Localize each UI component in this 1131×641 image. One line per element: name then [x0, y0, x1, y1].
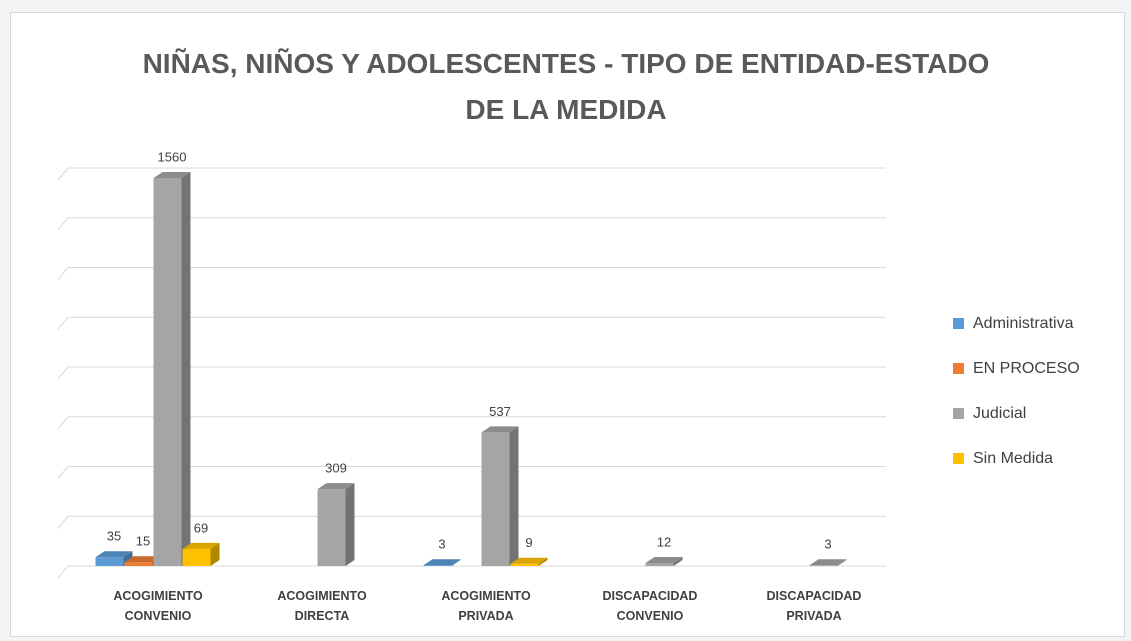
- bar-face: [317, 483, 355, 490]
- bar-face: [645, 557, 683, 564]
- data-label: 15: [136, 534, 150, 549]
- data-label: 9: [525, 535, 532, 550]
- bar-face: [510, 557, 548, 564]
- bar: [510, 557, 548, 566]
- legend-swatch: [953, 453, 964, 464]
- bar-face: [210, 542, 220, 566]
- bar-face: [182, 542, 220, 549]
- bar-face: [153, 177, 182, 566]
- chart-frame: NIÑAS, NIÑOS Y ADOLESCENTES - TIPO DE EN…: [10, 12, 1125, 637]
- data-label: 309: [325, 461, 347, 476]
- x-tick-label: ACOGIMIENTO CONVENIO: [113, 589, 203, 623]
- bar-face: [423, 559, 461, 566]
- chart: 35 15 1560 69 309 3 537 9 12 3 Administrativa EN PR…: [57, 149, 1080, 579]
- legend-label: Sin Medida: [973, 450, 1053, 467]
- data-label: 35: [107, 529, 121, 544]
- bar-face: [809, 559, 847, 566]
- bar: [153, 171, 191, 566]
- legend-swatch: [953, 363, 964, 374]
- grid-line: [57, 267, 886, 280]
- grid-line: [57, 515, 886, 529]
- data-label: 3: [824, 537, 831, 552]
- legend-swatch: [953, 408, 964, 419]
- legend-label: Judicial: [973, 405, 1026, 422]
- bar-face: [510, 563, 539, 566]
- x-tick-label: DISCAPACIDAD CONVENIO: [602, 589, 698, 623]
- bar: [317, 483, 355, 566]
- bar-face: [509, 426, 519, 566]
- bar-face: [481, 426, 519, 433]
- bar-face: [538, 557, 548, 566]
- x-tick-label: ACOGIMIENTO PRIVADA: [441, 589, 531, 623]
- data-label: 3: [438, 537, 445, 552]
- bar-face: [95, 551, 133, 558]
- grid-line: [57, 217, 886, 231]
- data-label: 537: [489, 404, 511, 419]
- bar-face: [451, 559, 461, 566]
- bar-face: [423, 565, 452, 566]
- bar-face: [673, 557, 683, 566]
- chart-title: NIÑAS, NIÑOS Y ADOLESCENTES - TIPO DE EN…: [142, 48, 990, 125]
- bar: [423, 559, 461, 566]
- legend-label: Administrativa: [973, 315, 1074, 332]
- bar-face: [345, 483, 355, 566]
- bar-face: [95, 557, 124, 566]
- bar-face: [481, 432, 510, 566]
- x-tick-label: ACOGIMIENTO DIRECTA: [277, 589, 367, 623]
- grid-line: [57, 167, 886, 181]
- bar-face: [809, 565, 838, 566]
- bar-face: [182, 548, 211, 566]
- bar-face: [645, 563, 674, 566]
- data-label: 1560: [158, 149, 187, 164]
- bar-face: [153, 171, 191, 178]
- grid-line: [57, 466, 886, 479]
- bar-face: [317, 489, 346, 566]
- grid-line: [57, 416, 886, 430]
- legend-swatch: [953, 318, 964, 329]
- grid-line: [57, 366, 886, 380]
- legend-label: EN PROCESO: [973, 360, 1080, 377]
- bar: [809, 559, 847, 566]
- bar-face: [124, 562, 153, 566]
- data-label: 12: [657, 534, 671, 549]
- grid-line: [57, 565, 886, 579]
- bar-face: [124, 556, 162, 563]
- data-label: 69: [194, 520, 208, 535]
- bar: [481, 426, 519, 566]
- x-tick-label: DISCAPACIDAD PRIVADA: [766, 589, 862, 623]
- bar-face: [837, 559, 847, 566]
- bar-face: [181, 171, 191, 566]
- bar: [645, 557, 683, 566]
- grid-line: [57, 316, 886, 330]
- bar: [182, 542, 220, 566]
